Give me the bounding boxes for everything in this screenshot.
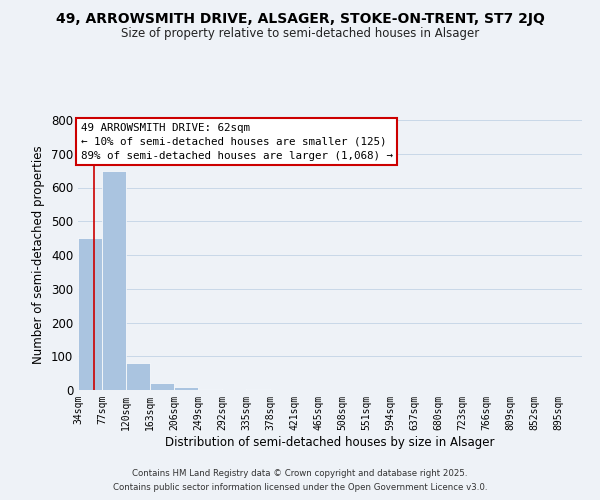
X-axis label: Distribution of semi-detached houses by size in Alsager: Distribution of semi-detached houses by …	[165, 436, 495, 448]
Bar	[198, 389, 222, 390]
Bar	[78, 238, 102, 390]
Bar	[102, 172, 126, 390]
Bar	[246, 389, 270, 390]
Y-axis label: Number of semi-detached properties: Number of semi-detached properties	[32, 146, 46, 364]
Text: Contains public sector information licensed under the Open Government Licence v3: Contains public sector information licen…	[113, 484, 487, 492]
Bar	[150, 382, 174, 390]
Text: Size of property relative to semi-detached houses in Alsager: Size of property relative to semi-detach…	[121, 28, 479, 40]
Text: 49 ARROWSMITH DRIVE: 62sqm
← 10% of semi-detached houses are smaller (125)
89% o: 49 ARROWSMITH DRIVE: 62sqm ← 10% of semi…	[80, 122, 392, 160]
Text: Contains HM Land Registry data © Crown copyright and database right 2025.: Contains HM Land Registry data © Crown c…	[132, 468, 468, 477]
Bar	[126, 363, 150, 390]
Bar	[174, 388, 198, 390]
Text: 49, ARROWSMITH DRIVE, ALSAGER, STOKE-ON-TRENT, ST7 2JQ: 49, ARROWSMITH DRIVE, ALSAGER, STOKE-ON-…	[56, 12, 544, 26]
